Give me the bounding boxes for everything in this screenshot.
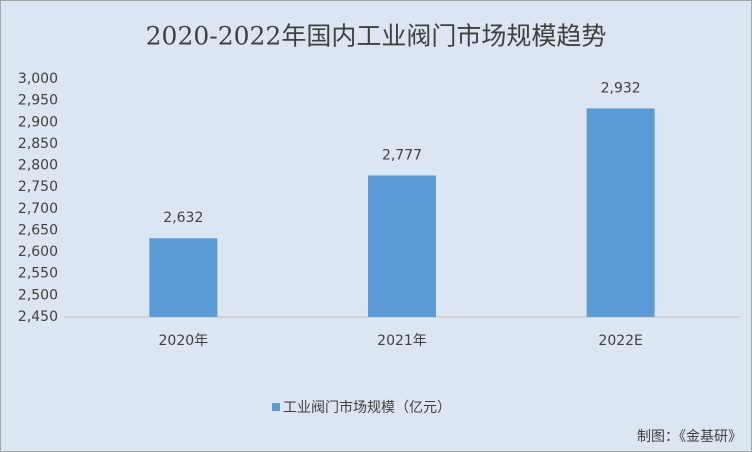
legend-swatch	[272, 403, 280, 411]
x-tick-label: 2021年	[377, 333, 427, 349]
bar	[586, 108, 655, 318]
chart-title: 2020-2022年国内工业阀门市场规模趋势	[146, 22, 607, 51]
y-tick-label: 2,800	[18, 158, 58, 174]
data-label: 2,632	[163, 210, 203, 226]
y-tick-label: 2,950	[18, 93, 58, 109]
y-tick-label: 2,650	[18, 222, 58, 238]
y-tick-label: 2,450	[18, 309, 58, 325]
x-tick-label: 2022E	[598, 333, 642, 349]
y-tick-label: 2,750	[18, 179, 58, 195]
x-tick-label: 2020年	[159, 333, 209, 349]
legend-label: 工业阀门市场规模（亿元）	[283, 399, 451, 416]
y-tick-label: 2,850	[18, 136, 58, 152]
y-tick-label: 2,550	[18, 266, 58, 282]
bar	[149, 238, 218, 317]
y-tick-label: 2,600	[18, 244, 58, 260]
y-tick-label: 2,900	[18, 114, 58, 130]
bar	[368, 175, 436, 317]
data-label: 2,932	[601, 80, 641, 96]
data-label: 2,777	[382, 147, 422, 163]
y-tick-label: 2,700	[18, 201, 58, 217]
y-tick-label: 2,500	[18, 287, 58, 303]
y-tick-label: 3,000	[18, 71, 58, 87]
source-note: 制图：《金基研》	[637, 428, 742, 445]
